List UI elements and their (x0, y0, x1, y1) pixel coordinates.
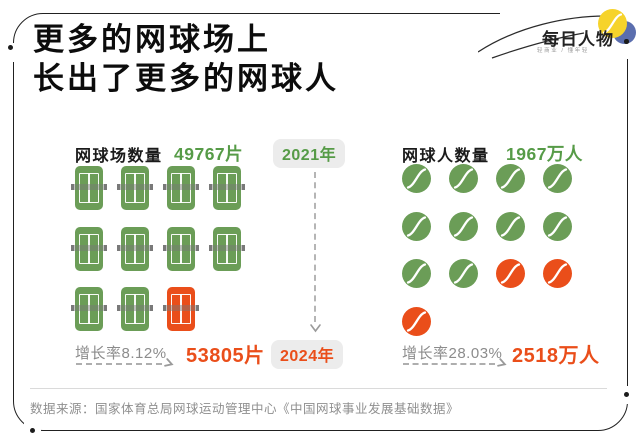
courts-2021-value: 49767片 (174, 144, 244, 164)
data-source-text: 数据来源：国家体育总局网球运动管理中心《中国网球事业发展基础数据》 (30, 402, 460, 416)
courts-section-label: 网球场数量 (75, 148, 163, 165)
courts-growth-arrow-line (76, 363, 162, 365)
logo-tagline: 轻商业 / 懂年轻 (537, 48, 589, 54)
page-title: 更多的网球场上 长出了更多的网球人 (33, 20, 339, 98)
logo-name: 每日人物 (542, 30, 614, 49)
frame-dot-bottom-left (30, 428, 35, 433)
title-line-2: 长出了更多的网球人 (33, 61, 339, 96)
courts-growth-label: 增长率8.12% (75, 345, 167, 362)
players-2021-value: 1967万人 (506, 144, 583, 164)
tennis-ball-icon (496, 259, 525, 288)
tennis-court-icon (71, 166, 107, 210)
players-growth-arrow-line (403, 363, 495, 365)
courts-growth-arrowhead-icon (164, 358, 174, 367)
timeline-arrowhead-down-icon (310, 324, 321, 333)
year-badge-2024: 2024年 (271, 340, 344, 369)
tennis-ball-icon (449, 211, 478, 241)
tennis-court-icon (117, 226, 153, 271)
tennis-ball-icon (496, 211, 525, 241)
tennis-ball-icon (402, 164, 431, 193)
players-growth-arrowhead-icon (497, 358, 507, 367)
tennis-court-icon (209, 226, 245, 271)
tennis-court-icon (163, 166, 199, 210)
tennis-court-icon (71, 287, 107, 331)
tennis-ball-icon (449, 259, 478, 288)
frame-dot-right (624, 392, 629, 397)
tennis-ball-icon (543, 259, 572, 288)
tennis-court-icon (117, 287, 153, 331)
tennis-court-grid (71, 166, 265, 344)
tennis-ball-grid (402, 164, 592, 342)
courts-2024-value: 53805片 (186, 345, 265, 367)
tennis-court-icon (209, 166, 245, 210)
tennis-court-icon (163, 226, 199, 271)
brand-logo: 每日人物 轻商业 / 懂年轻 (478, 6, 636, 60)
tennis-ball-icon (543, 164, 572, 193)
tennis-ball-icon (402, 259, 431, 288)
players-section-label: 网球人数量 (402, 148, 490, 165)
logo-tennis-ball-icon (598, 9, 627, 38)
footer-divider (30, 388, 607, 389)
year-badge-2021: 2021年 (273, 139, 346, 168)
title-line-1: 更多的网球场上 (33, 22, 271, 57)
tennis-court-icon (117, 166, 153, 210)
logo-swoosh-icon (478, 15, 607, 59)
tennis-court-icon (71, 226, 107, 271)
frame-dot-top-left (8, 45, 13, 50)
tennis-ball-icon (543, 211, 572, 241)
tennis-ball-icon (496, 164, 525, 193)
tennis-ball-icon (402, 211, 431, 241)
page-frame (13, 13, 628, 431)
tennis-court-icon (163, 287, 199, 331)
timeline-dashed-line (314, 172, 316, 322)
logo-dot (624, 39, 629, 44)
players-growth-label: 增长率28.03% (402, 345, 503, 362)
tennis-ball-icon (402, 306, 431, 336)
players-2024-value: 2518万人 (512, 345, 600, 367)
tennis-ball-icon (449, 164, 478, 193)
